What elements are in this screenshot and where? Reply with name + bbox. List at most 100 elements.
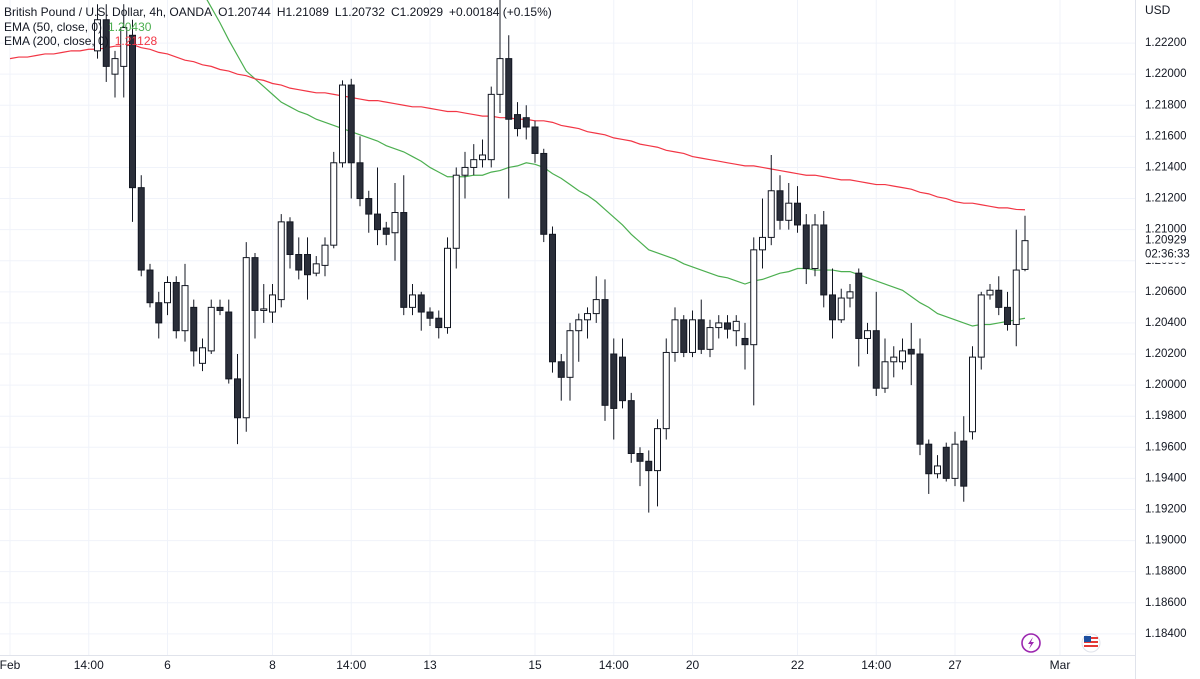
candle-body [1004, 306, 1011, 325]
candle-body [636, 453, 644, 462]
flag-canton [1084, 636, 1091, 642]
alert-icon-bolt[interactable] [1028, 637, 1034, 649]
x-tick-label: 27 [948, 658, 962, 672]
candle-body [426, 311, 434, 319]
candle-body [400, 212, 408, 308]
candle-body [566, 330, 574, 378]
candle-body [706, 327, 714, 350]
candle-body [540, 152, 548, 235]
candle-body [855, 272, 863, 339]
candle-body [724, 322, 731, 330]
candle-body [549, 233, 556, 363]
candle-body [846, 291, 854, 299]
legend: British Pound / U.S. Dollar, 4h, OANDA O1… [4, 5, 552, 48]
y-tick-label: 1.19400 [1145, 472, 1187, 484]
candle-body [155, 302, 163, 324]
candle-body [890, 356, 898, 363]
x-tick-label: 13 [423, 658, 437, 672]
candle-body [417, 294, 425, 313]
x-tick-label: Feb [0, 658, 21, 672]
candle-body [251, 257, 259, 311]
x-tick-label: 14:00 [74, 658, 104, 672]
candle-body [750, 249, 758, 346]
candle-body [680, 319, 688, 353]
y-tick-label: 1.21000 [1145, 224, 1187, 236]
ohlc-label: H [277, 5, 286, 19]
candle-body [304, 254, 311, 276]
candle-body [872, 330, 880, 389]
candle-body [470, 159, 478, 168]
candle-body [575, 319, 583, 332]
candle-body [977, 294, 985, 358]
candle-body [269, 294, 276, 313]
x-tick-label: 15 [528, 658, 542, 672]
candle-body [172, 281, 180, 332]
candle-body [715, 322, 723, 329]
alert-icon[interactable] [1021, 633, 1041, 653]
change-value: +0.00184 (+0.15%) [449, 5, 552, 19]
candle-body [321, 244, 329, 266]
candle-body [199, 347, 206, 364]
candle-body [759, 236, 766, 251]
ohlc-label: L [335, 5, 342, 19]
legend-value: 1.21128 [115, 34, 158, 48]
candle-body [137, 187, 145, 271]
candle-body [741, 337, 749, 346]
legend-name: EMA (200, close, 0) [4, 34, 109, 48]
axes: 1.22200 1.22000 1.21800 1.21600 1.21400 1.212… [0, 37, 1200, 672]
candle-body [969, 356, 976, 433]
candle-body [942, 446, 950, 479]
candle-body [584, 313, 591, 321]
candle-body [794, 202, 801, 226]
candle-body [234, 378, 241, 419]
candle-body [374, 213, 381, 231]
flag-icon[interactable] [1081, 633, 1101, 653]
ohlc-label: O [218, 5, 227, 19]
candle-body [295, 254, 303, 271]
candle-body [662, 351, 670, 430]
candle-body [242, 257, 250, 419]
y-tick-label: 1.19600 [1145, 441, 1187, 453]
candle-body [995, 289, 1003, 308]
candle-body [785, 202, 793, 221]
x-tick-label: 22 [791, 658, 805, 672]
candle-body [111, 58, 119, 75]
candle-body [619, 356, 626, 402]
candle-body [312, 263, 320, 274]
candle-body [881, 361, 889, 389]
legend-value: 1.20430 [108, 20, 152, 34]
y-tick-label: 1.18600 [1145, 597, 1187, 609]
candle-body [146, 269, 154, 304]
candle-body [689, 319, 696, 353]
candle-body [207, 306, 215, 352]
x-tick-label: 8 [269, 658, 276, 672]
x-tick-label: 20 [686, 658, 700, 672]
candle-body [452, 174, 460, 249]
candle-body [120, 27, 128, 67]
candle-body [356, 162, 364, 200]
plot-area [9, 0, 1029, 513]
candle-body [960, 440, 968, 487]
candle-body [811, 224, 819, 269]
candle-body [435, 317, 443, 329]
candle-body [654, 428, 661, 472]
candle-body [627, 400, 635, 455]
candle-body [347, 84, 355, 164]
candle-body [164, 281, 171, 304]
ohlc-value: 1.21089 [286, 5, 330, 19]
x-tick-label: 14:00 [861, 658, 891, 672]
legend-entry: EMA (200, close, 0) 1.21128 [4, 34, 158, 48]
candle-body [409, 294, 416, 308]
candle-body [557, 361, 565, 378]
y-tick-label: 1.20600 [1145, 286, 1187, 298]
y-tick-label: 1.20400 [1145, 317, 1187, 329]
y-tick-label: 1.21400 [1145, 161, 1187, 173]
legend-header: British Pound / U.S. Dollar, 4h, OANDA O1… [4, 5, 552, 19]
y-tick-label: 1.20200 [1145, 348, 1187, 360]
ohlc-value: 1.20732 [342, 5, 386, 19]
y-tick-label: 1.21800 [1145, 99, 1187, 111]
candle-body [225, 311, 233, 380]
flag-stripe [1084, 645, 1098, 647]
